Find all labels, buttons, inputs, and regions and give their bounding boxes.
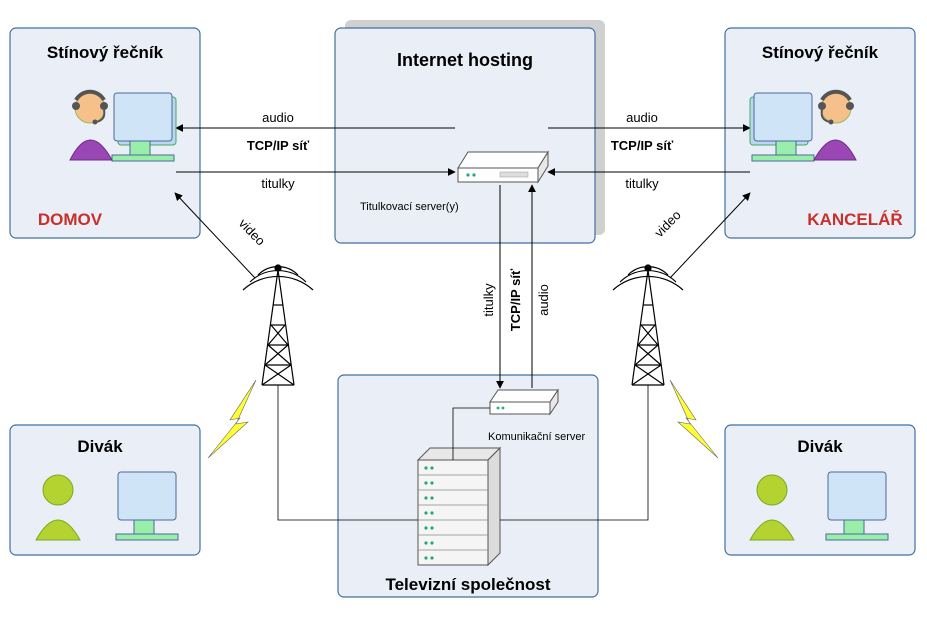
bolt-right: [670, 380, 718, 458]
edge-left-audio-label: audio: [262, 110, 294, 125]
tower-left-icon: [243, 265, 313, 385]
comm-server-icon: [490, 390, 558, 414]
edge-right-tcpip-label: TCP/IP síť: [611, 138, 674, 153]
edge-left-titulky-label: titulky: [261, 176, 295, 191]
edge-vert-titulky-label: titulky: [481, 283, 496, 317]
edge-video-right-label: video: [651, 207, 683, 240]
edge-right-titulky-label: titulky: [625, 176, 659, 191]
speaker-left-title: Stínový řečník: [47, 43, 164, 62]
speaker-left-location: DOMOV: [38, 210, 103, 229]
edge-vert-tcpip-label: TCP/IP síť: [508, 268, 523, 331]
bolt-left: [208, 380, 256, 458]
tower-right-icon: [613, 265, 683, 385]
edge-right-audio-label: audio: [626, 110, 658, 125]
hosting-server-icon: [458, 152, 548, 182]
edge-vert-audio-label: audio: [536, 284, 551, 316]
hosting-title: Internet hosting: [397, 50, 533, 70]
comm-server-caption: Komunikační server: [488, 431, 586, 443]
speaker-right-title: Stínový řečník: [762, 43, 879, 62]
tv-rack-icon: [418, 448, 500, 565]
edge-video-left-label: video: [236, 216, 268, 249]
edge-left-tcpip-label: TCP/IP síť: [247, 138, 310, 153]
hosting-server-caption: Titulkovací server(y): [360, 201, 459, 213]
speaker-right-location: KANCELÁŘ: [807, 210, 902, 229]
viewer-right-title: Divák: [797, 437, 843, 456]
tv-title: Televizní společnost: [385, 575, 550, 594]
viewer-left-title: Divák: [77, 437, 123, 456]
